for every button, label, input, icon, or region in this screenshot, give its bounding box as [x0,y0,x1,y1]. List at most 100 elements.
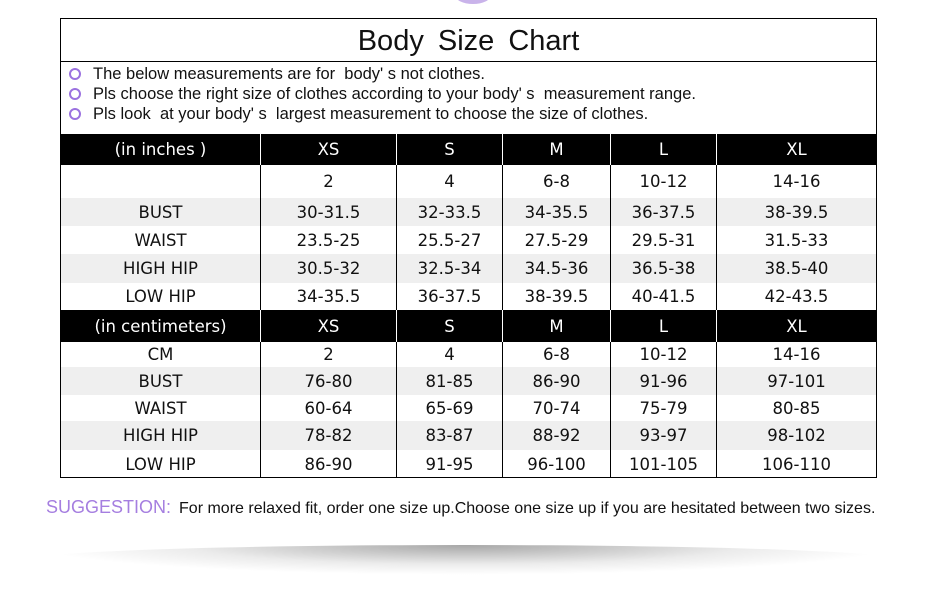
table-row: HIGH HIP 30.5-32 32.5-34 34.5-36 36.5-38 38.5… [61,254,876,283]
row-label: (in centimeters) [61,310,261,342]
table-row: CM 2 4 6-8 10-12 14-16 [61,342,876,367]
table-cell: XL [786,140,807,159]
table-cell: 75-79 [611,395,717,421]
row-label: (in inches ) [61,134,261,165]
table-cell: 38-39.5 [503,283,611,310]
table-row: BUST 30-31.5 32-33.5 34-35.5 36-37.5 38-39.5 [61,198,876,226]
table-cell: 30-31.5 [261,198,397,226]
table-cell: 32-33.5 [397,198,503,226]
table-row: HIGH HIP 78-82 83-87 88-92 93-97 98-102 [61,421,876,450]
table-cell: M [503,134,611,165]
decorative-shadow [30,545,900,575]
decorative-shape [455,0,491,4]
table-cell: 34.5-36 [503,254,611,283]
table-cell: 23.5-25 [261,226,397,254]
table-row: LOW HIP 86-90 91-95 96-100 101-105 106-110 [61,450,876,478]
row-label: BUST [61,198,261,226]
table-header-row: (in centimeters) XS S M L XL [61,310,876,342]
table-cell: 76-80 [261,367,397,395]
table-cell: L [611,310,717,342]
table-cell: 30.5-32 [261,254,397,283]
table-cell: XL [786,316,807,336]
table-cell: XS [261,134,397,165]
table-cell: 96-100 [503,450,611,478]
table-cell: 29.5-31 [611,226,717,254]
table-cell: 60-64 [261,395,397,421]
circle-bullet-icon [69,68,81,80]
table-cell: 88-92 [503,421,611,450]
table-cell: 2 [261,165,397,198]
table-cell: 106-110 [762,454,831,474]
row-label: LOW HIP [61,283,261,310]
table-cell: XS [261,310,397,342]
note-text: The below measurements are for body' s n… [93,65,486,83]
table-cell: 83-87 [397,421,503,450]
table-cell: 6-8 [503,342,611,367]
note-text: Pls look at your body' s largest measure… [93,105,649,123]
table-cell: 91-96 [611,367,717,395]
table-cell: 91-95 [397,450,503,478]
row-label: HIGH HIP [61,421,261,450]
table-cell: 36-37.5 [611,198,717,226]
circle-bullet-icon [69,88,81,100]
table-cell: 14-16 [772,345,821,364]
note-item: The below measurements are for body' s n… [69,64,696,84]
table-cell: 6-8 [503,165,611,198]
table-cell: 86-90 [503,367,611,395]
table-row: WAIST 23.5-25 25.5-27 27.5-29 29.5-31 31.5-33 [61,226,876,254]
row-label: HIGH HIP [61,254,261,283]
table-cell: 86-90 [261,450,397,478]
table-cell: 10-12 [611,165,717,198]
table-cell: 10-12 [611,342,717,367]
table-cell: 101-105 [611,450,717,478]
table-cell: 34-35.5 [261,283,397,310]
table-cell: 14-16 [772,172,821,191]
table-cell: 36.5-38 [611,254,717,283]
table-cell: S [397,310,503,342]
table-cell: 38.5-40 [764,259,829,278]
row-label: LOW HIP [61,450,261,478]
table-cell: 27.5-29 [503,226,611,254]
table-cell: S [397,134,503,165]
table-row: 2 4 6-8 10-12 14-16 [61,165,876,198]
table-cell: 4 [397,165,503,198]
table-cell: 97-101 [767,371,826,391]
table-cell: 31.5-33 [764,230,829,250]
table-cell: 2 [261,342,397,367]
table-cell: 78-82 [261,421,397,450]
suggestion-text: For more relaxed fit, order one size up.… [179,500,876,517]
table-cell: 40-41.5 [611,283,717,310]
row-label: WAIST [61,226,261,254]
table-cell: 36-37.5 [397,283,503,310]
table-row: BUST 76-80 81-85 86-90 91-96 97-101 [61,367,876,395]
table-cell: 4 [397,342,503,367]
note-text: Pls choose the right size of clothes acc… [93,85,696,103]
table-cell: L [611,134,717,165]
note-item: Pls choose the right size of clothes acc… [69,84,696,104]
row-label: WAIST [61,395,261,421]
table-cell: 34-35.5 [503,198,611,226]
row-label [61,165,261,198]
table-row: LOW HIP 34-35.5 36-37.5 38-39.5 40-41.5 42-43… [61,283,876,310]
table-cell: 80-85 [772,398,821,418]
note-item: Pls look at your body' s largest measure… [69,104,696,124]
table-cell: M [503,310,611,342]
table-cell: 93-97 [611,421,717,450]
size-chart: Body Size Chart The below measurements a… [60,18,877,478]
table-cell: 65-69 [397,395,503,421]
circle-bullet-icon [69,108,81,120]
table-cell: 25.5-27 [397,226,503,254]
table-cell: 81-85 [397,367,503,395]
table-header-row: (in inches ) XS S M L XL [61,134,876,165]
suggestion: SUGGESTION: For more relaxed fit, order o… [46,497,875,518]
table-cell: 42-43.5 [764,287,829,306]
suggestion-label: SUGGESTION: [46,497,172,517]
row-label: BUST [61,367,261,395]
table-cell: 32.5-34 [397,254,503,283]
notes-list: The below measurements are for body' s n… [69,64,696,124]
table-cell: 38-39.5 [764,202,829,222]
chart-title: Body Size Chart [61,19,876,62]
row-label: CM [61,342,261,367]
table-cell: 70-74 [503,395,611,421]
table-row: WAIST 60-64 65-69 70-74 75-79 80-85 [61,395,876,421]
